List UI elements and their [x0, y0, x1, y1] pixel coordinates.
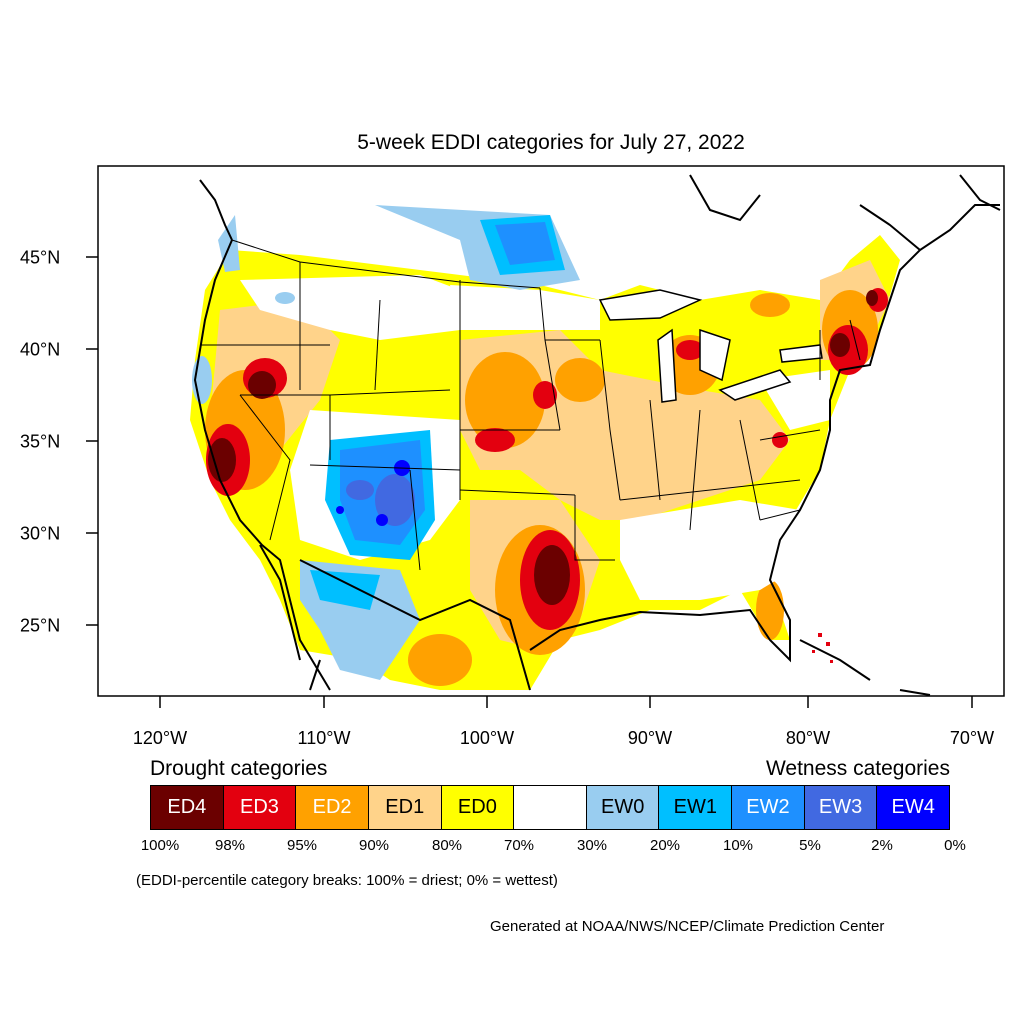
legend-box-ed0: ED0 [441, 786, 515, 829]
lat-label: 30°N [20, 523, 61, 544]
lat-label: 40°N [20, 339, 61, 360]
lat-label: 25°N [20, 615, 61, 636]
credit-line: Generated at NOAA/NWS/NCEP/Climate Predi… [490, 918, 885, 935]
legend-break: 5% [799, 837, 821, 854]
legend-break: 20% [649, 837, 681, 854]
legend-box-ew1: EW1 [659, 786, 733, 829]
map-title: 5-week EDDI categories for July 27, 2022 [357, 131, 745, 154]
legend-box-ew3: EW3 [804, 786, 878, 829]
lon-label: 100°W [459, 728, 515, 748]
canada-outline [199, 174, 1001, 251]
legend-box-ew2: EW2 [732, 786, 805, 829]
caribbean-red-dots [812, 633, 833, 663]
ed1-region [460, 330, 790, 520]
lon-label: 70°W [949, 728, 995, 748]
lon-label: 110°W [297, 728, 351, 748]
map-frame [97, 165, 1005, 697]
legend-break: 80% [431, 837, 463, 854]
legend-box-ed2: ED2 [296, 786, 369, 829]
mexico-outline [259, 544, 931, 696]
lon-label: 90°W [627, 728, 673, 748]
state-borders [200, 239, 861, 571]
legend-break: 70% [503, 837, 535, 854]
axis-ticks [86, 256, 973, 708]
drought-heading: Drought categories [150, 757, 328, 780]
legend-break: 98% [214, 837, 246, 854]
legend-break: 95% [286, 837, 318, 854]
lon-label: 80°W [785, 728, 831, 748]
ew3-patches [346, 474, 415, 526]
ed4-patches [208, 290, 878, 605]
legend-box-ew4: EW4 [877, 786, 950, 829]
map-field [190, 174, 1001, 696]
legend-break: 10% [722, 837, 754, 854]
legend-box-ed1: ED1 [368, 786, 442, 829]
legend-break: 90% [358, 837, 390, 854]
legend-break: 30% [576, 837, 608, 854]
lat-label: 35°N [20, 431, 61, 452]
lat-label: 45°N [20, 247, 61, 268]
category-note: (EDDI-percentile category breaks: 100% =… [136, 872, 558, 889]
category-legend: ED4 ED3 ED2 ED1 ED0 EW0 EW1 EW2 EW3 EW4 [150, 785, 950, 830]
conus-coastline [193, 204, 1000, 691]
lon-label: 120°W [132, 728, 188, 748]
legend-box-ed3: ED3 [223, 786, 297, 829]
great-lakes [598, 289, 823, 403]
wetness-heading: Wetness categories [765, 757, 950, 780]
legend-box-ew0: EW0 [586, 786, 660, 829]
legend-break: 0% [944, 837, 966, 854]
legend-box-ed4: ED4 [151, 786, 224, 829]
legend-break: 2% [871, 837, 893, 854]
legend-break: 100% [140, 837, 180, 854]
legend-box-neutral [514, 786, 587, 829]
